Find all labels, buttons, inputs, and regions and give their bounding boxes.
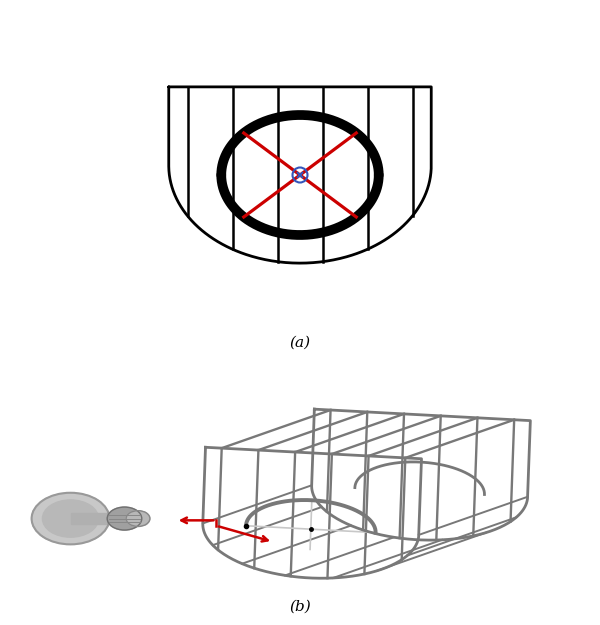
FancyBboxPatch shape: [71, 513, 146, 524]
Text: (a): (a): [289, 336, 311, 349]
Circle shape: [32, 492, 109, 544]
Circle shape: [107, 507, 142, 530]
Circle shape: [126, 511, 150, 526]
Text: (b): (b): [289, 599, 311, 613]
Circle shape: [43, 500, 98, 538]
